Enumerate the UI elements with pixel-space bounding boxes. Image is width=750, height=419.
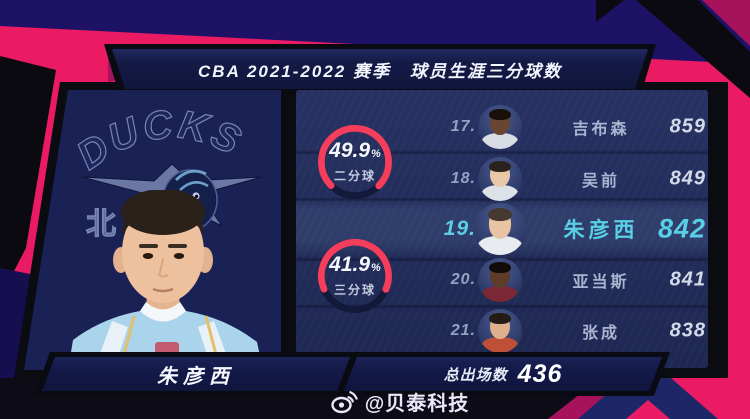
title-bar: CBA 2021-2022 赛季 球员生涯三分球数 [112,49,648,89]
selected-player-name: 朱彦西 [157,365,235,388]
ducks-logo-icon: DUCKS 北 [68,101,263,242]
player-value: 838 [669,319,706,342]
gauge-value: 49.9 [329,138,371,162]
total-bar: 总出场数 436 [344,357,662,391]
gauge-unit: % [371,261,381,274]
table-row: 18. 吴前 849 [296,156,708,202]
total-games-value: 436 [517,359,563,388]
table-row: 20. 亚当斯 841 [296,257,708,303]
avatar-jersey [481,185,519,201]
player-avatar [474,203,526,255]
watermark-handle: @贝泰科技 [364,392,470,415]
gauge-ring-icon [318,239,392,313]
row-divider [296,150,708,155]
table-row: 17. 吉布森 859 [296,104,708,150]
name-bar: 朱彦西 [42,357,350,391]
svg-text:DUCKS: DUCKS [72,102,250,178]
avatar-jersey [478,236,522,255]
rank-number: 20. [450,271,476,288]
avatar-jersey [481,133,519,149]
player-name: 吴前 [581,173,620,190]
rank-number: 21. [450,322,476,339]
stats-panel: 49.9% 二分球 41.9% 三分球 17. 吉布森 859 [296,90,708,368]
ducks-team-logo: DUCKS 北 [68,94,272,259]
gauge-text: 41.9% 三分球 [313,234,397,318]
avatar-hair [489,160,511,173]
player-name: 张成 [581,325,620,342]
gauge-label: 三分球 [333,282,376,297]
player-value: 842 [657,213,706,244]
gauge-unit: % [371,147,381,160]
logo-bei-character: 北 [86,208,116,241]
player-avatar [478,105,522,149]
rank-number: 19. [443,217,476,240]
avatar-jersey [481,337,519,353]
rank-number: 18. [450,170,476,187]
table-row-highlighted: 19. 朱彦西 842 [296,202,708,256]
avatar-hair [487,207,513,222]
avatar-hair [489,312,511,325]
player-name: 朱彦西 [563,219,639,242]
player-avatar [478,258,522,302]
player-avatar [478,157,522,201]
total-games-label: 总出场数 [443,366,508,384]
rank-number: 17. [450,118,476,135]
table-row: 21. 张成 838 [296,308,708,354]
player-value: 859 [669,115,706,138]
player-value: 849 [669,167,706,190]
page-title: CBA 2021-2022 赛季 球员生涯三分球数 [198,61,562,81]
gauge-label: 二分球 [333,168,376,183]
avatar-hair [489,108,511,121]
gauge-ring-icon [318,125,392,199]
player-value: 841 [669,268,706,291]
player-name: 吉布森 [572,121,630,138]
avatar-hair [489,261,511,274]
avatar-jersey [481,286,519,302]
player-panel: DUCKS 北 [24,90,281,370]
two-point-gauge: 49.9% 二分球 [313,120,397,204]
watermark: @贝泰科技 [290,386,510,416]
row-divider [296,304,708,309]
gauge-text: 49.9% 二分球 [313,120,397,204]
weibo-icon [331,390,358,413]
player-portrait [60,189,275,370]
player-photo-illustration [68,189,263,370]
three-point-gauge: 41.9% 三分球 [313,234,397,318]
gauge-value: 41.9 [329,252,371,276]
player-name: 亚当斯 [572,274,630,291]
player-avatar [478,309,522,353]
